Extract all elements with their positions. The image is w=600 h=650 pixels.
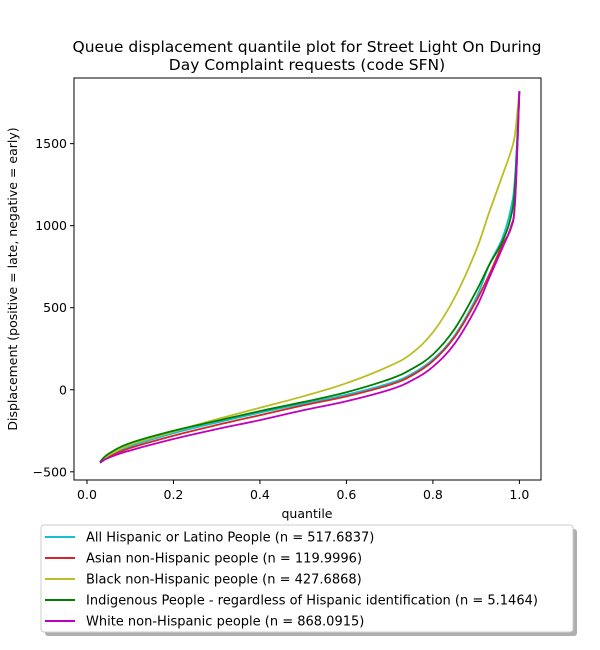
legend-entries: All Hispanic or Latino People (n = 517.6… [45,531,538,630]
series-line-2 [99,91,521,463]
chart-title-line-2: Day Complaint requests (code SFN) [169,56,445,74]
legend-label-1: Asian non-Hispanic people (n = 119.9996) [86,552,362,567]
x-tick-label: 0.0 [77,487,97,502]
y-tick-label: 0 [59,382,67,397]
y-tick-label: −500 [33,464,67,479]
legend-label-4: White non-Hispanic people (n = 868.0915) [86,615,364,630]
plot-frame [73,77,542,481]
legend-label-0: All Hispanic or Latino People (n = 517.6… [86,531,374,546]
y-tick-label: 1500 [35,136,67,151]
y-axis-label: Displacement (positive = late, negative … [5,127,20,430]
axis-ticks: 0.0 0.2 0.4 0.6 0.8 1.0 −500 0 500 1000 1500 [33,136,530,502]
series-line-0 [99,91,521,463]
legend-box [40,524,574,633]
x-tick-label: 0.6 [336,487,356,502]
series-line-4 [99,91,521,464]
series-lines [99,91,521,464]
x-tick-label: 0.8 [423,487,443,502]
legend-label-3: Indigenous People - regardless of Hispan… [86,594,538,609]
x-axis-label: quantile [282,506,333,521]
x-tick-label: 0.2 [164,487,184,502]
x-tick-label: 0.4 [250,487,270,502]
legend: All Hispanic or Latino People (n = 517.6… [40,524,577,636]
chart-title-line-1: Queue displacement quantile plot for Str… [73,38,542,56]
legend-label-2: Black non-Hispanic people (n = 427.6868) [86,573,362,588]
y-tick-label: 500 [43,300,67,315]
x-tick-label: 1.0 [509,487,529,502]
series-line-3 [99,91,521,463]
y-tick-label: 1000 [35,218,67,233]
